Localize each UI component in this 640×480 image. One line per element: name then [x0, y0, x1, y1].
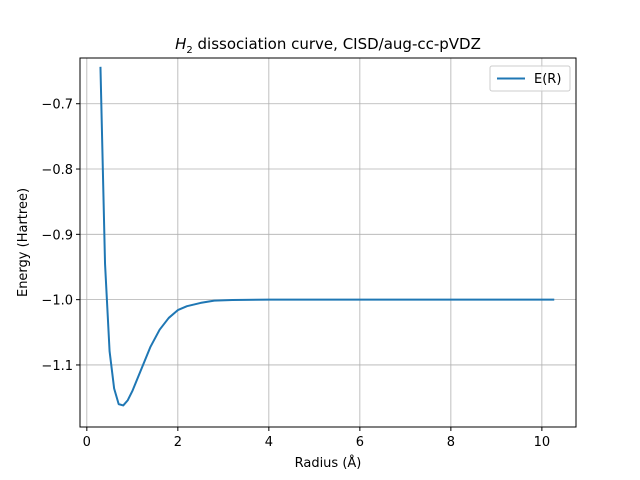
y-tick-label: −0.9 — [41, 228, 73, 243]
plot-area-frame — [79, 57, 577, 428]
x-tick-label: 0 — [83, 435, 91, 450]
series-line-e-r — [99, 66, 555, 407]
chart-title: H2 dissociation curve, CISD/aug-cc-pVDZ — [175, 35, 481, 56]
legend-frame — [489, 65, 571, 92]
x-tick-label: 2 — [174, 435, 182, 450]
legend-label-e-r: E(R) — [534, 72, 561, 87]
y-tick-label: −0.7 — [41, 98, 73, 113]
y-tick-label: −1.0 — [41, 294, 73, 309]
x-tick-label: 10 — [534, 435, 551, 450]
x-tick-label: 8 — [447, 435, 455, 450]
legend: E(R) — [489, 65, 571, 92]
y-axis-label: Energy (Hartree) — [16, 188, 31, 297]
x-tick-label: 4 — [265, 435, 273, 450]
x-tick-label: 6 — [356, 435, 364, 450]
x-axis-label: Radius (Å) — [295, 455, 362, 471]
y-tick-label: −1.1 — [41, 359, 73, 374]
series-layer — [99, 66, 555, 407]
ticks: 0 2 4 6 8 10 −0.7 −0.8 −0.9 −1.0 −1.1 — [41, 98, 550, 450]
y-tick-label: −0.8 — [41, 163, 73, 178]
